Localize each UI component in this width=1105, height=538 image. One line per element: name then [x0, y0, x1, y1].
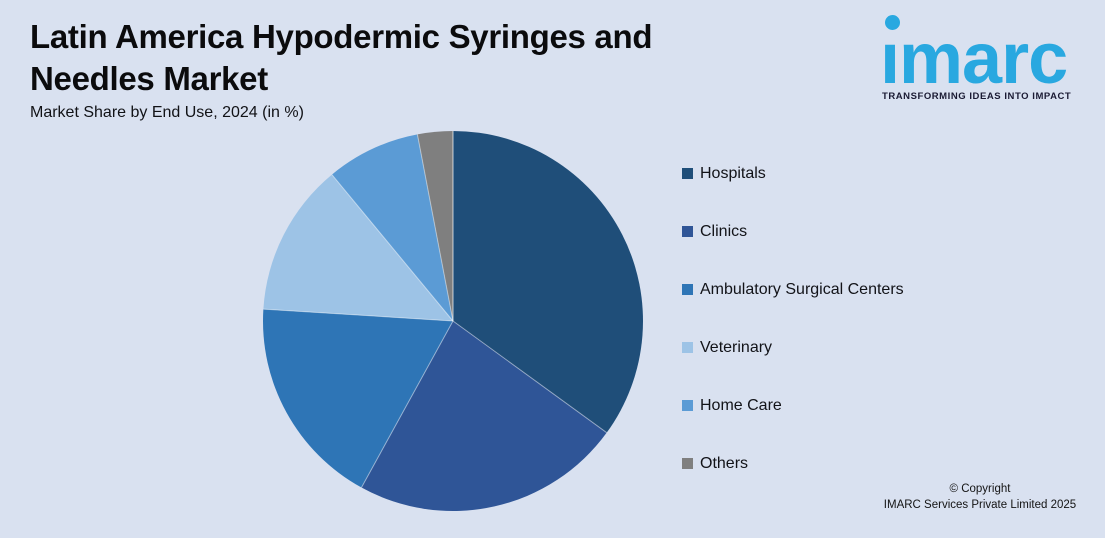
- copyright-line2: IMARC Services Private Limited 2025: [883, 499, 1077, 511]
- legend-swatch-icon: [682, 458, 693, 469]
- legend-label: Hospitals: [700, 164, 766, 182]
- copyright: © Copyright IMARC Services Private Limit…: [855, 481, 1105, 513]
- pie-slice-ambulatory-surgical-centers: [262, 309, 453, 488]
- imarc-logo: ımarc TRANSFORMING IDEAS INTO IMPACT: [880, 0, 1095, 110]
- legend-label: Others: [700, 454, 749, 472]
- imarc-logo-dot-icon: [885, 15, 900, 30]
- legend-swatch-icon: [682, 342, 693, 353]
- header: Latin America Hypodermic Syringes and Ne…: [30, 16, 750, 122]
- chart-title: Latin America Hypodermic Syringes and Ne…: [30, 18, 653, 97]
- legend-label: Home Care: [700, 396, 782, 414]
- legend-item: Clinics: [682, 221, 904, 242]
- pie-slice-divider: [416, 134, 454, 322]
- pie-slice-clinics: [361, 321, 607, 511]
- legend: Hospitals Clinics Ambulatory Surgical Cent…: [682, 163, 904, 511]
- legend-item: Veterinary: [682, 337, 904, 358]
- legend-item: Home Care: [682, 395, 904, 416]
- pie-chart: [262, 131, 643, 511]
- pie-slice-divider: [331, 174, 454, 322]
- pie-slice-others: [417, 131, 453, 321]
- legend-item: Hospitals: [682, 163, 904, 184]
- chart-subtitle: Market Share by End Use, 2024 (in %): [30, 104, 304, 121]
- legend-swatch-icon: [682, 284, 693, 295]
- legend-swatch-icon: [682, 400, 693, 411]
- copyright-line1: © Copyright: [949, 483, 1011, 495]
- pie-slice-divider: [263, 308, 454, 322]
- legend-item: Others: [682, 453, 904, 474]
- pie-slice-divider: [361, 320, 454, 488]
- legend-item: Ambulatory Surgical Centers: [682, 279, 904, 300]
- pie-slice-home-care: [331, 134, 453, 321]
- pie-slice-hospitals: [453, 131, 643, 433]
- pie-slice-divider: [452, 320, 608, 434]
- imarc-logo-text: ımarc: [880, 19, 1068, 99]
- legend-label: Veterinary: [700, 338, 773, 356]
- legend-swatch-icon: [682, 168, 693, 179]
- legend-swatch-icon: [682, 226, 693, 237]
- legend-label: Ambulatory Surgical Centers: [700, 280, 904, 298]
- legend-label: Clinics: [700, 222, 748, 240]
- pie-slice-veterinary: [263, 174, 453, 321]
- imarc-logo-tagline: TRANSFORMING IDEAS INTO IMPACT: [882, 91, 1072, 102]
